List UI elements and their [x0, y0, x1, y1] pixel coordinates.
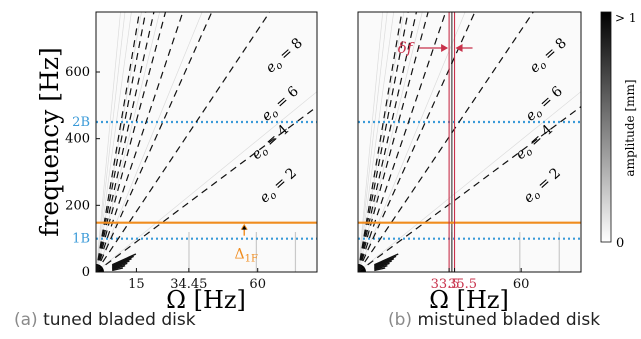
caption-a-text: tuned bladed disk	[43, 310, 196, 330]
y-tick-label: 0	[82, 265, 90, 280]
engine-order-line-6-a	[96, 12, 155, 272]
y-tick-label: 200	[65, 198, 90, 213]
low-frequency-mark-a	[111, 253, 137, 266]
caption-b-text: mistuned bladed disk	[417, 310, 601, 330]
delta-f-label: δf	[398, 39, 415, 57]
low-frequency-mark-b	[374, 255, 397, 267]
colorbar-max-label: > 1	[615, 11, 637, 25]
plot-frame-a	[95, 11, 318, 273]
low-frequency-mark-a	[111, 264, 126, 271]
delta-f-arrowhead-right	[455, 44, 463, 52]
caption-a: (a) tuned bladed disk	[14, 310, 196, 330]
plot-area-a	[96, 12, 317, 272]
delta-f-arrowhead-left	[441, 44, 449, 52]
x-axis-label-a: Ω [Hz]	[166, 286, 246, 314]
low-frequency-mark-a	[111, 258, 132, 268]
low-frequency-mark-a	[111, 262, 128, 270]
plot-frame-b	[357, 11, 582, 273]
colorbar-min-label: 0	[616, 236, 624, 251]
colorbar-label: amplitude [mm]	[623, 79, 637, 176]
low-frequency-mark-b	[374, 253, 399, 266]
y-tick-label: 400	[65, 132, 90, 147]
colorbar-gradient	[600, 11, 612, 243]
blade-line-label: 1B	[72, 232, 90, 247]
engine-order-line-3-b	[358, 12, 476, 272]
low-frequency-mark-b	[374, 260, 392, 269]
low-frequency-mark-b	[374, 264, 388, 271]
faint-order-line-b	[358, 12, 466, 272]
faint-order-line-a	[96, 91, 317, 272]
engine-order-line-6-b	[358, 12, 418, 272]
delta-label: Δ1F	[235, 247, 258, 265]
axes-b: 33.535.5 60 δf	[398, 39, 530, 292]
engine-order-line-7-a	[96, 12, 147, 272]
low-frequency-mark-a	[111, 255, 135, 267]
x-tick-label-a: 15	[128, 277, 145, 292]
engine-order-line-2-b	[358, 12, 535, 272]
x-tick-label-b: 35.5	[448, 277, 477, 292]
faint-order-line-b	[358, 12, 405, 272]
delta-arrowhead-top	[240, 223, 248, 230]
low-frequency-mark-b	[374, 262, 390, 270]
caption-a-label: (a)	[14, 310, 38, 330]
engine-order-line-3-a	[96, 12, 213, 272]
mistuning-band	[448, 12, 456, 272]
low-frequency-mark-b	[374, 258, 395, 268]
caption-b-label: (b)	[388, 310, 413, 330]
x-tick-label-a: 60	[249, 277, 266, 292]
engine-order-line-1-b	[358, 106, 581, 272]
plot-area-b	[358, 12, 581, 272]
engine-order-line-7-b	[358, 12, 409, 272]
x-tick-label-b: 60	[513, 277, 530, 292]
low-frequency-mark-a	[111, 260, 130, 269]
engine-order-line-1-a	[96, 106, 317, 272]
low-frequency-mark-a	[112, 267, 124, 272]
engine-order-line-2-a	[96, 12, 271, 272]
low-frequency-mark-b	[374, 267, 386, 272]
caption-b: (b) mistuned bladed disk	[388, 310, 600, 330]
faint-order-line-a	[96, 12, 203, 272]
faint-order-line-a	[96, 12, 142, 272]
y-axis-label: frequency [Hz]	[35, 47, 64, 237]
faint-order-line-b	[358, 12, 423, 272]
panel-a: eo = 2eo = 4eo = 6eo = 8 15 34.45 60020040…	[35, 11, 318, 314]
y-tick-label: 600	[65, 65, 90, 80]
x-tick-label-b: 33.5	[431, 277, 460, 292]
blade-line-label: 2B	[72, 115, 90, 130]
x-tick-label-a: 34.45	[170, 277, 207, 292]
colorbar: > 1 0 amplitude [mm]	[600, 11, 637, 251]
x-axis-label-b: Ω [Hz]	[429, 286, 509, 314]
